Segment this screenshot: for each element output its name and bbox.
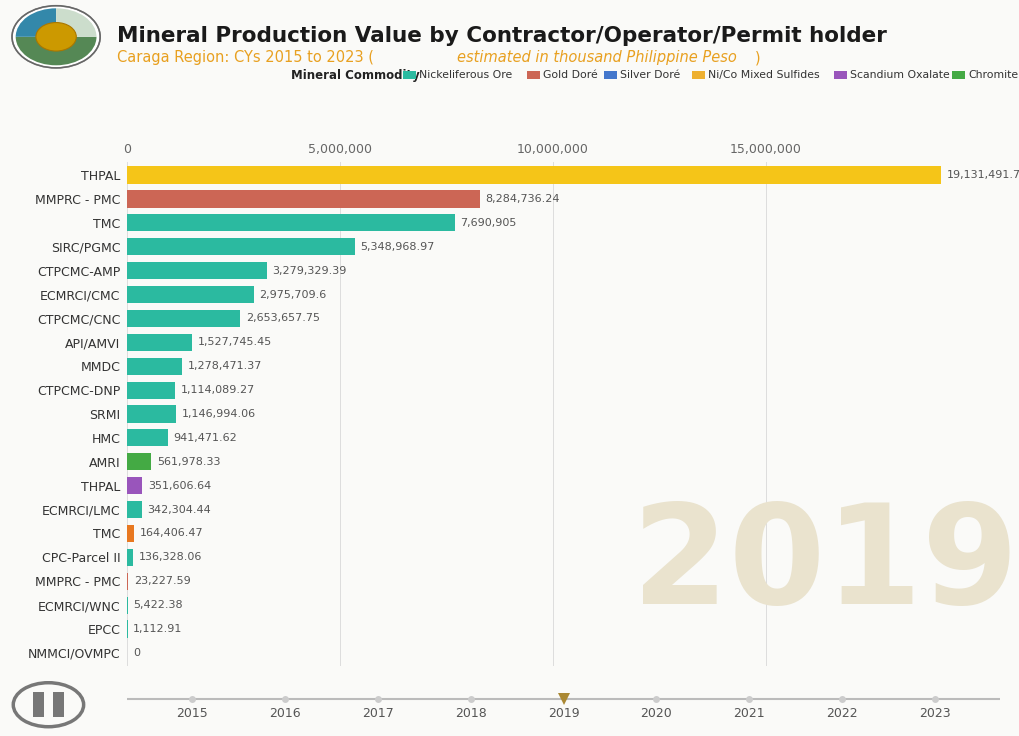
Bar — [127, 429, 167, 447]
Text: 1,278,471.37: 1,278,471.37 — [187, 361, 262, 371]
Text: 2015: 2015 — [176, 707, 208, 720]
Text: 5,422.38: 5,422.38 — [133, 600, 182, 610]
Text: 136,328.06: 136,328.06 — [139, 552, 202, 562]
Text: 1,112.91: 1,112.91 — [132, 624, 182, 634]
Text: 2,975,709.6: 2,975,709.6 — [260, 289, 326, 300]
Text: Mineral Commodity: Mineral Commodity — [290, 68, 419, 82]
Text: Caraga Region: CYs 2015 to 2023 (: Caraga Region: CYs 2015 to 2023 ( — [117, 50, 374, 65]
Text: 2021: 2021 — [733, 707, 764, 720]
Text: 0: 0 — [132, 648, 140, 658]
Text: 2017: 2017 — [362, 707, 393, 720]
Text: 2020: 2020 — [640, 707, 672, 720]
Bar — [33, 693, 44, 717]
Text: 351,606.64: 351,606.64 — [148, 481, 211, 491]
Bar — [127, 381, 174, 399]
Text: 23,227.59: 23,227.59 — [133, 576, 191, 587]
Bar — [53, 693, 63, 717]
Text: 342,304.44: 342,304.44 — [148, 505, 211, 514]
Bar — [127, 310, 240, 327]
Text: 2019: 2019 — [632, 498, 1017, 633]
Text: ): ) — [754, 50, 760, 65]
Wedge shape — [15, 37, 97, 66]
Text: 2016: 2016 — [269, 707, 301, 720]
Bar — [127, 358, 181, 375]
Circle shape — [12, 6, 100, 68]
Text: estimated in thousand Philippine Peso: estimated in thousand Philippine Peso — [457, 50, 736, 65]
Text: Scandium Oxalate: Scandium Oxalate — [850, 70, 949, 80]
Text: 561,978.33: 561,978.33 — [157, 457, 220, 467]
Bar — [127, 214, 454, 231]
Bar — [127, 286, 254, 303]
Text: 1,527,745.45: 1,527,745.45 — [198, 337, 272, 347]
Bar — [127, 262, 267, 279]
Text: 2,653,657.75: 2,653,657.75 — [246, 314, 320, 323]
Text: Ni/Co Mixed Sulfides: Ni/Co Mixed Sulfides — [708, 70, 819, 80]
Text: 3,279,329.39: 3,279,329.39 — [272, 266, 346, 276]
Text: 164,406.47: 164,406.47 — [140, 528, 204, 539]
Text: 1,114,089.27: 1,114,089.27 — [180, 385, 255, 395]
Wedge shape — [56, 8, 97, 37]
Text: 2023: 2023 — [918, 707, 950, 720]
Wedge shape — [15, 8, 56, 37]
Text: 2018: 2018 — [454, 707, 486, 720]
Text: Nickeliferous Ore: Nickeliferous Ore — [419, 70, 512, 80]
Text: Gold Doré: Gold Doré — [543, 70, 597, 80]
Text: 7,690,905: 7,690,905 — [460, 218, 516, 228]
Bar — [127, 406, 176, 422]
Text: Mineral Production Value by Contractor/Operator/Permit holder: Mineral Production Value by Contractor/O… — [117, 26, 887, 46]
Text: 19,131,491.74: 19,131,491.74 — [946, 170, 1019, 180]
Circle shape — [36, 23, 76, 51]
Text: 2019: 2019 — [547, 707, 579, 720]
Text: Chromite: Chromite — [967, 70, 1018, 80]
Text: 1,146,994.06: 1,146,994.06 — [181, 409, 256, 419]
Text: 8,284,736.24: 8,284,736.24 — [485, 194, 559, 204]
Bar — [127, 525, 135, 542]
Bar — [127, 501, 142, 518]
Bar — [127, 166, 941, 184]
Bar — [127, 453, 151, 470]
Bar — [127, 549, 133, 566]
Bar — [127, 238, 355, 255]
Bar — [127, 477, 143, 495]
Text: Silver Doré: Silver Doré — [620, 70, 680, 80]
Text: 5,348,968.97: 5,348,968.97 — [361, 241, 434, 252]
Text: 941,471.62: 941,471.62 — [173, 433, 236, 443]
Bar — [127, 333, 193, 351]
Text: 2022: 2022 — [825, 707, 857, 720]
Bar — [127, 191, 480, 208]
